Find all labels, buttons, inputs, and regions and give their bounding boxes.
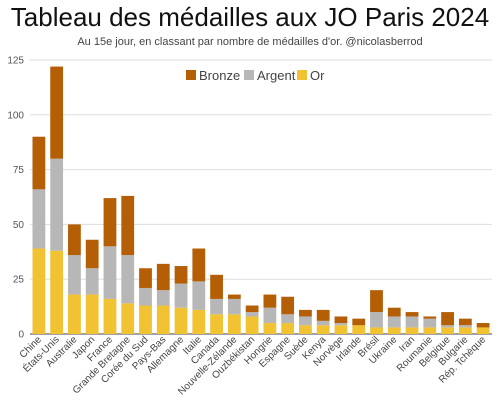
bar-argent-24 — [441, 325, 454, 328]
bar-bronze-6 — [121, 195, 135, 256]
bar-or-12 — [227, 314, 241, 334]
bar-or-4 — [85, 294, 99, 334]
bar-bronze-18 — [334, 316, 348, 324]
legend-swatch-or — [297, 70, 307, 80]
bar-bronze-10 — [192, 248, 206, 282]
bar-or-6 — [121, 303, 135, 334]
bar-bronze-15 — [281, 296, 295, 315]
bar-bronze-12 — [227, 294, 241, 299]
bar-or-13 — [245, 316, 259, 334]
bar-or-5 — [103, 298, 117, 334]
bar-argent-17 — [316, 320, 330, 326]
bar-or-14 — [263, 323, 277, 334]
bar-bronze-17 — [316, 309, 330, 321]
legend-label-or: Or — [310, 68, 325, 83]
bar-argent-5 — [103, 246, 117, 299]
bar-bronze-11 — [210, 274, 223, 299]
bar-bronze-4 — [85, 239, 99, 269]
bar-or-11 — [210, 314, 223, 334]
bar-argent-12 — [227, 298, 241, 315]
bar-argent-10 — [192, 281, 206, 310]
bar-or-16 — [299, 325, 312, 334]
bar-argent-23 — [423, 318, 437, 328]
bar-bronze-20 — [370, 290, 383, 313]
y-tick-label: 125 — [7, 56, 24, 67]
chart-title: Tableau des médailles aux JO Paris 2024 — [10, 2, 490, 32]
bar-argent-2 — [50, 158, 64, 251]
bar-bronze-21 — [387, 307, 401, 317]
bar-or-10 — [192, 309, 206, 334]
bar-argent-21 — [387, 316, 401, 328]
bar-bronze-19 — [352, 318, 366, 326]
bar-bronze-14 — [263, 294, 277, 308]
bar-bronze-25 — [458, 318, 472, 326]
bar-argent-1 — [32, 189, 46, 249]
bar-or-21 — [387, 327, 401, 334]
y-tick-label: 50 — [13, 220, 25, 231]
bar-or-9 — [174, 307, 188, 334]
bar-argent-25 — [458, 325, 472, 328]
bar-argent-22 — [405, 316, 419, 328]
legend-swatch-bronze — [186, 70, 196, 80]
bar-or-18 — [334, 325, 348, 334]
bar-or-17 — [316, 325, 330, 334]
legend-label-argent: Argent — [257, 68, 296, 83]
bar-bronze-2 — [50, 66, 64, 159]
y-tick-label: 0 — [18, 330, 24, 341]
bar-or-7 — [139, 305, 152, 334]
bar-argent-18 — [334, 323, 348, 326]
bar-or-24 — [441, 327, 454, 334]
bar-argent-3 — [68, 255, 81, 295]
chart-subtitle: Au 15e jour, en classant par nombre de m… — [77, 36, 423, 48]
legend-label-bronze: Bronze — [199, 68, 240, 83]
bar-or-20 — [370, 327, 383, 334]
bar-or-23 — [423, 327, 437, 334]
bar-bronze-16 — [299, 309, 312, 317]
bar-bronze-3 — [68, 224, 81, 256]
bar-or-3 — [68, 294, 81, 334]
y-tick-label: 75 — [13, 165, 25, 176]
bar-argent-6 — [121, 255, 135, 304]
bar-argent-7 — [139, 287, 152, 306]
bar-argent-8 — [156, 290, 170, 306]
bar-argent-15 — [281, 314, 295, 324]
bar-argent-20 — [370, 312, 383, 328]
bar-bronze-7 — [139, 268, 152, 288]
bar-bronze-5 — [103, 198, 117, 247]
bar-bronze-22 — [405, 312, 419, 317]
y-tick-label: 100 — [7, 110, 24, 121]
bar-or-19 — [352, 325, 366, 334]
bar-or-1 — [32, 248, 46, 334]
bar-or-26 — [476, 327, 490, 334]
bar-or-15 — [281, 323, 295, 334]
bar-bronze-24 — [441, 312, 454, 326]
bar-or-22 — [405, 327, 419, 334]
bar-argent-11 — [210, 298, 223, 315]
legend-swatch-argent — [244, 70, 254, 80]
bar-bronze-1 — [32, 136, 46, 190]
bar-argent-14 — [263, 307, 277, 324]
bar-argent-4 — [85, 268, 99, 295]
bar-argent-13 — [245, 312, 259, 317]
bar-bronze-26 — [476, 323, 490, 328]
bar-bronze-23 — [423, 316, 437, 319]
bar-or-2 — [50, 250, 64, 334]
y-tick-label: 25 — [13, 275, 25, 286]
bar-bronze-13 — [245, 305, 259, 313]
bar-bronze-8 — [156, 263, 170, 291]
bar-argent-16 — [299, 316, 312, 326]
bar-bronze-9 — [174, 266, 188, 284]
bar-argent-9 — [174, 283, 188, 308]
bar-or-25 — [458, 327, 472, 334]
bar-or-8 — [156, 305, 170, 334]
